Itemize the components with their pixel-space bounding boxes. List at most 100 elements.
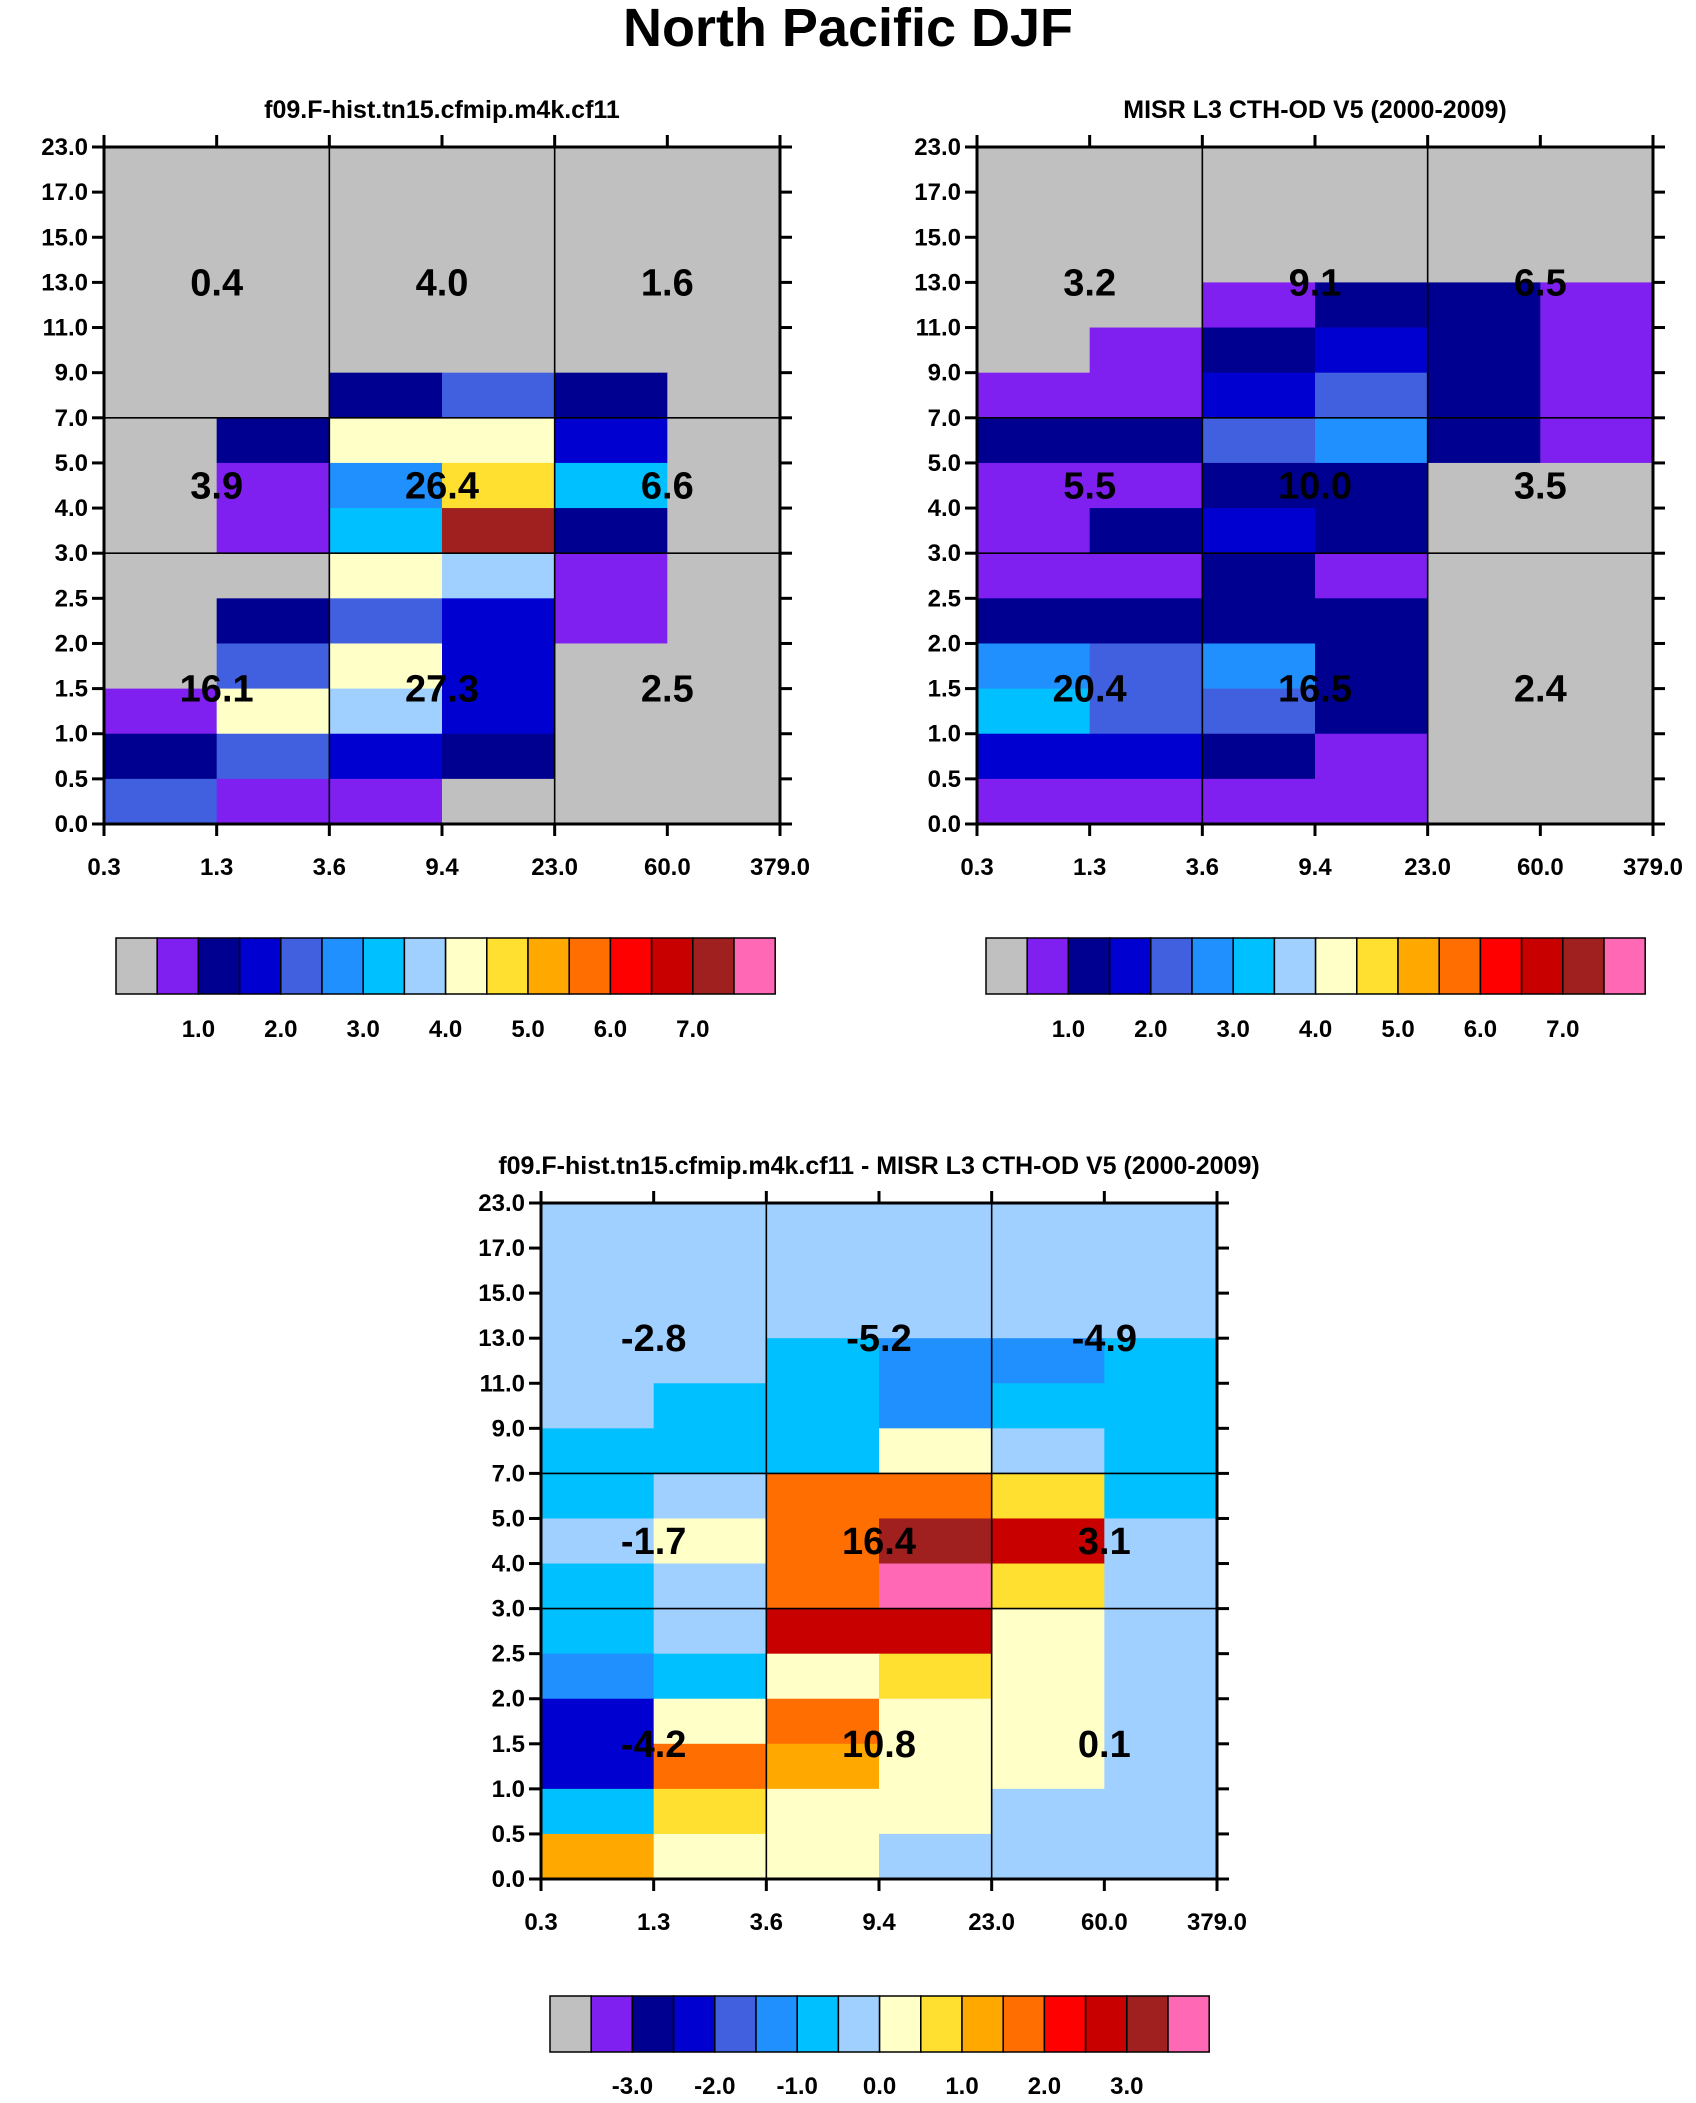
heatmap-cell — [991, 1653, 1105, 1700]
heatmap-cell — [1202, 553, 1316, 599]
heatmap-cell — [879, 1833, 993, 1880]
heatmap-cell — [977, 372, 1091, 419]
colorbar-swatch — [1002, 1995, 1046, 2053]
y-tick-label: 9.0 — [492, 1415, 525, 1442]
heatmap-cell — [977, 417, 1091, 464]
heatmap-cell — [1202, 508, 1316, 554]
heatmap-cell — [554, 733, 668, 780]
heatmap-cell — [216, 327, 330, 374]
heatmap-cell — [977, 147, 1091, 193]
heatmap-cell — [104, 778, 218, 825]
heatmap-cell — [991, 1788, 1105, 1835]
heatmap-cell — [442, 462, 556, 509]
colorbar-label: 7.0 — [676, 1016, 709, 1043]
y-tick-label: 2.0 — [55, 630, 88, 657]
heatmap-cell — [1089, 688, 1203, 735]
heatmap-cell — [554, 147, 668, 193]
y-tick-label: 3.0 — [928, 540, 961, 567]
heatmap-cell — [1540, 598, 1654, 645]
heatmap-cell — [1427, 643, 1541, 690]
heatmap-cell — [104, 643, 218, 690]
x-tick-label: 3.6 — [1186, 854, 1219, 881]
heatmap-cell — [1104, 1293, 1218, 1339]
heatmap-cell — [1089, 147, 1203, 193]
heatmap-cell — [977, 643, 1091, 690]
colorbar-label: -1.0 — [777, 2073, 818, 2100]
heatmap-cell — [329, 147, 443, 193]
summary-value-high: 6.5 — [1514, 262, 1567, 304]
x-tick-label: 1.3 — [637, 1909, 670, 1936]
heatmap-cell — [442, 508, 556, 554]
heatmap-cell — [541, 1743, 655, 1790]
heatmap-cell — [653, 1338, 767, 1384]
colorbar-label: 5.0 — [1381, 1016, 1414, 1043]
heatmap-cell — [653, 1518, 767, 1565]
heatmap-cell — [541, 1473, 655, 1520]
heatmap-cell — [1089, 508, 1203, 554]
heatmap-cell — [541, 1653, 655, 1700]
heatmap-cell — [1540, 327, 1654, 374]
y-tick-label: 11.0 — [43, 315, 88, 342]
colorbar-swatch — [197, 937, 241, 995]
colorbar-swatch — [1438, 937, 1482, 995]
heatmap-cell — [766, 1743, 880, 1790]
heatmap-cell — [442, 282, 556, 329]
heatmap-cell — [879, 1653, 993, 1700]
summary-value-low: 16.5 — [1278, 669, 1352, 711]
heatmap-cell — [977, 462, 1091, 509]
heatmap-cell — [1427, 462, 1541, 509]
heatmap-cell — [1315, 372, 1429, 419]
colorbar-swatch — [837, 1995, 881, 2053]
colorbar-swatch — [1273, 937, 1317, 995]
heatmap-cell — [104, 192, 218, 238]
y-tick-label: 2.0 — [928, 630, 961, 657]
summary-value-low: 20.4 — [1053, 669, 1127, 711]
heatmap-cell — [1202, 462, 1316, 509]
x-tick-label: 60.0 — [1517, 854, 1564, 881]
heatmap-cell — [879, 1248, 993, 1294]
colorbar-swatch — [403, 937, 447, 995]
heatmap-cell — [554, 327, 668, 374]
summary-value-high: 9.1 — [1289, 262, 1342, 304]
heatmap-cell — [879, 1293, 993, 1339]
heatmap-cell — [1202, 417, 1316, 464]
summary-value-low: 2.4 — [1514, 669, 1567, 711]
heatmap-cell — [1202, 643, 1316, 690]
heatmap-cell — [1540, 553, 1654, 599]
y-tick-label: 0.0 — [55, 811, 88, 838]
heatmap-cell — [667, 327, 781, 374]
heatmap-cell — [766, 1383, 880, 1429]
colorbar-label: 1.0 — [182, 1016, 215, 1043]
heatmap-cell — [667, 598, 781, 645]
summary-value-high: -4.9 — [1072, 1318, 1137, 1360]
heatmap-cell — [1540, 237, 1654, 283]
heatmap-cell — [554, 643, 668, 690]
summary-value-mid: 3.5 — [1514, 466, 1567, 508]
heatmap-cell — [1089, 553, 1203, 599]
heatmap-cell — [991, 1383, 1105, 1429]
heatmap-cell — [541, 1518, 655, 1565]
heatmap-cell — [1315, 778, 1429, 825]
heatmap-cell — [104, 508, 218, 554]
heatmap-cell — [1315, 598, 1429, 645]
heatmap-cell — [104, 372, 218, 419]
heatmap-cell — [1540, 643, 1654, 690]
colorbar-label: 6.0 — [594, 1016, 627, 1043]
heatmap-cell — [879, 1383, 993, 1429]
colorbar-swatch — [985, 937, 1028, 995]
y-tick-label: 7.0 — [928, 405, 961, 432]
y-tick-label: 5.0 — [492, 1505, 525, 1532]
y-tick-label: 23.0 — [478, 1190, 525, 1217]
heatmap-cell — [1540, 778, 1654, 825]
heatmap-cell — [104, 327, 218, 374]
heatmap-cell — [653, 1743, 767, 1790]
y-tick-label: 3.0 — [492, 1596, 525, 1623]
heatmap-cell — [667, 417, 781, 464]
x-tick-label: 60.0 — [1081, 1909, 1128, 1936]
y-tick-label: 23.0 — [914, 134, 961, 161]
y-tick-label: 7.0 — [492, 1460, 525, 1487]
heatmap-cell — [1202, 282, 1316, 329]
heatmap-cell — [1427, 147, 1541, 193]
panel-observations: MISR L3 CTH-OD V5 (2000-2009) 0.0 0.5 1.0 1.… — [914, 96, 1683, 881]
colorbar-label: 4.0 — [429, 1016, 462, 1043]
